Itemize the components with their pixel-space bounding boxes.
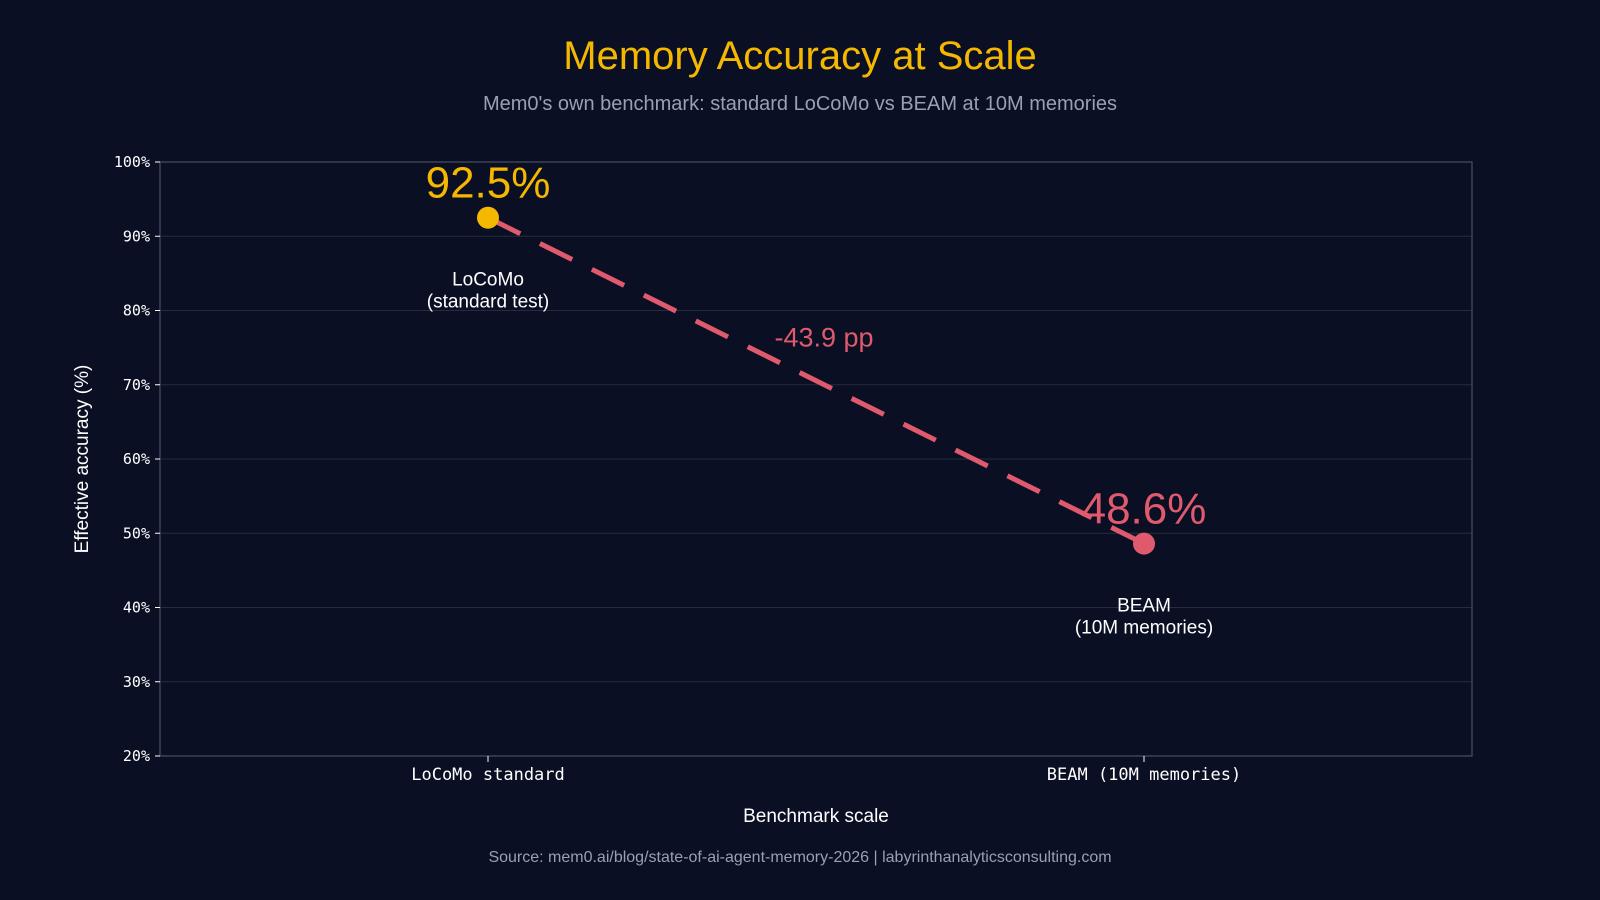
y-axis-ticks: 20% 30% 40% 50% 60% 70% 80% 90% 100% [114,153,160,765]
x-axis-ticks: LoCoMo standard BEAM (10M memories) [411,756,1241,785]
y-tick-label: 50% [123,524,150,542]
y-tick-label: 80% [123,302,150,320]
grid-layer [160,161,1472,757]
y-tick-label: 90% [123,227,150,245]
point-annotation: BEAM [1117,596,1171,617]
data-point [477,206,499,229]
y-tick-label: 70% [123,376,150,394]
y-tick-label: 20% [123,747,150,765]
data-point [1133,532,1155,555]
data-points: 92.5% LoCoMo(standard test) 48.6% BEAM(10M … [426,159,1214,639]
chart-subtitle: Mem0's own benchmark: standard LoCoMo vs… [482,93,1118,115]
x-tick-label: LoCoMo standard [411,765,565,785]
x-axis-label: Benchmark scale [743,806,889,827]
data-value-label: 48.6% [1082,485,1207,534]
y-tick-label: 40% [123,599,150,617]
chart-title: Memory Accuracy at Scale [563,34,1037,78]
y-axis-label: Effective accuracy (%) [72,365,93,554]
source-note: Source: mem0.ai/blog/state-of-ai-agent-m… [488,849,1112,866]
point-annotation: (standard test) [427,292,550,313]
data-value-label: 92.5% [426,159,551,208]
point-annotation: LoCoMo [452,270,524,291]
y-tick-label: 100% [114,153,150,171]
point-annotation: (10M memories) [1075,618,1213,639]
drop-label: -43.9 pp [774,323,873,353]
y-tick-label: 60% [123,450,150,468]
y-tick-label: 30% [123,673,150,691]
x-tick-label: BEAM (10M memories) [1047,765,1241,785]
drop-connector-line [486,215,1146,546]
